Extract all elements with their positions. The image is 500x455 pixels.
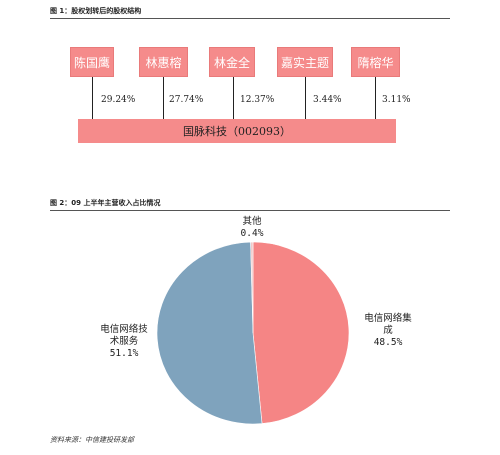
figure1-title: 图 1：股权划转后的股权结构	[50, 7, 142, 15]
shareholder-box: 林惠榕	[139, 47, 188, 77]
shareholder-name: 林金全	[213, 55, 250, 70]
figure2-header: 图 2：09 上半年主营收入占比情况	[50, 196, 450, 211]
connector-line	[92, 77, 93, 119]
company-box: 国脉科技（002093）	[78, 119, 396, 143]
pie-slice-integration	[252, 241, 350, 424]
connector-line	[233, 77, 234, 119]
shareholder-name: 陈国鹰	[73, 55, 110, 70]
connector-line	[305, 77, 306, 119]
connector-line	[163, 77, 164, 119]
pie-label-integration: 电信网络集 成 48.5%	[352, 313, 424, 349]
shareholder-box: 隋榕华	[351, 47, 400, 77]
stake-percent: 3.44%	[313, 95, 342, 105]
pie-label-line: 电信网络技	[100, 324, 148, 335]
figure1-header: 图 1：股权划转后的股权结构	[50, 4, 450, 19]
pie-label-line: 0.4%	[240, 228, 264, 239]
pie-slice-service	[156, 241, 263, 425]
pie-label-line: 电信网络集	[364, 313, 412, 324]
pie-label-line: 48.5%	[373, 337, 403, 348]
figure2-title: 图 2：09 上半年主营收入占比情况	[50, 199, 161, 207]
pie-label-line: 成	[383, 325, 393, 336]
pie-label-service: 电信网络技 术服务 51.1%	[88, 324, 160, 360]
shareholder-name: 嘉实主题	[280, 55, 329, 70]
pie-label-line: 其他	[242, 216, 262, 227]
shareholder-box: 林金全	[209, 47, 255, 77]
shareholder-name: 林惠榕	[145, 55, 182, 70]
stake-percent: 27.74%	[169, 95, 204, 105]
stake-percent: 12.37%	[240, 95, 275, 105]
shareholder-name: 隋榕华	[357, 55, 394, 70]
source-note: 资料来源：中信建投研发部	[50, 436, 134, 444]
stake-percent: 3.11%	[382, 95, 411, 105]
pie-label-line: 术服务	[109, 336, 139, 347]
pie-slice-other	[250, 241, 254, 334]
pie-label-line: 51.1%	[109, 348, 139, 359]
pie-label-other: 其他 0.4%	[232, 216, 272, 240]
stake-percent: 29.24%	[101, 95, 136, 105]
shareholder-box: 陈国鹰	[70, 47, 114, 77]
connector-line	[375, 77, 376, 119]
shareholder-box: 嘉实主题	[277, 47, 333, 77]
company-name: 国脉科技（002093）	[183, 125, 291, 138]
